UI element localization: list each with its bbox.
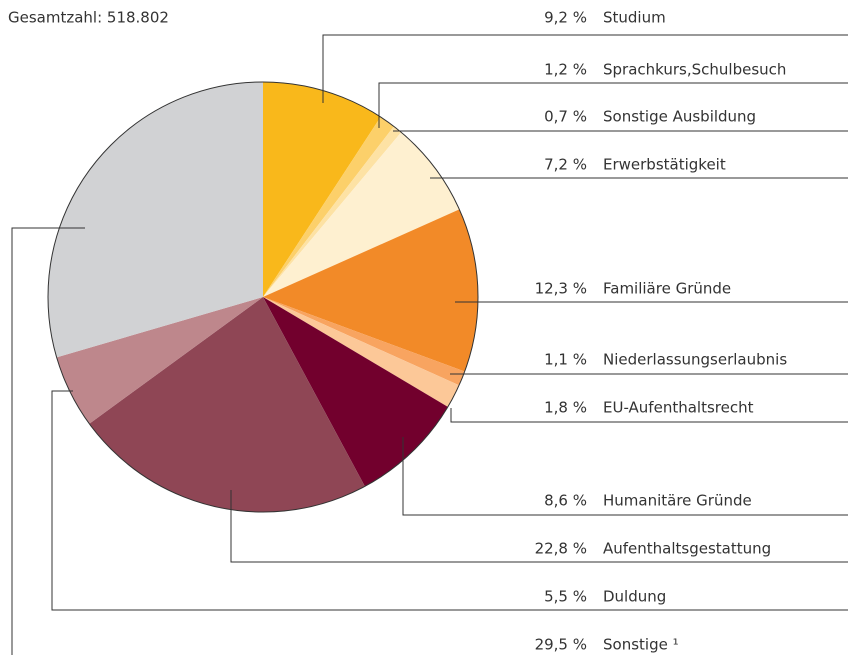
category-label: EU-Aufenthaltsrecht	[603, 399, 754, 417]
value-label: 12,3 %	[535, 280, 587, 298]
category-label: Sprachkurs,Schulbesuch	[603, 61, 786, 79]
pie-slice	[263, 297, 460, 407]
value-label: 1,1 %	[544, 351, 587, 369]
leader-line	[450, 408, 848, 423]
value-label: 8,6 %	[544, 492, 587, 510]
pie-slice	[56, 297, 264, 424]
value-label: 1,2 %	[544, 61, 587, 79]
category-label: Sonstige Ausbildung	[603, 108, 756, 126]
value-label: 29,5 %	[535, 636, 587, 654]
leader-line	[322, 34, 848, 103]
chart-title: Gesamtzahl: 518.802	[8, 9, 169, 27]
leader-line	[51, 390, 848, 611]
leader-line	[11, 227, 85, 655]
pie-slice	[263, 297, 465, 386]
pie-slice	[263, 132, 460, 297]
pie-slice	[263, 126, 402, 297]
value-label: 9,2 %	[544, 9, 587, 27]
category-label: Sonstige ¹	[603, 636, 679, 654]
value-label: 0,7 %	[544, 108, 587, 126]
category-label: Erwerbstätigkeit	[603, 156, 726, 174]
pie-slice	[89, 297, 365, 512]
value-label: 1,8 %	[544, 399, 587, 417]
leader-line	[230, 490, 848, 563]
leader-line	[402, 437, 848, 516]
category-label: Niederlassungserlaubnis	[603, 351, 787, 369]
pie-slice	[47, 82, 263, 358]
leader-line	[378, 82, 848, 128]
value-label: 7,2 %	[544, 156, 587, 174]
value-label: 22,8 %	[535, 540, 587, 558]
pie-outline	[47, 81, 479, 513]
pie-slice	[263, 209, 478, 372]
category-label: Studium	[603, 9, 666, 27]
category-label: Duldung	[603, 588, 666, 606]
category-label: Familiäre Gründe	[603, 280, 731, 298]
category-label: Humanitäre Gründe	[603, 492, 752, 510]
pie-slice	[263, 116, 394, 297]
pie-slice	[263, 82, 381, 297]
category-label: Aufenthaltsgestattung	[603, 540, 771, 558]
pie-slice	[263, 297, 448, 487]
value-label: 5,5 %	[544, 588, 587, 606]
